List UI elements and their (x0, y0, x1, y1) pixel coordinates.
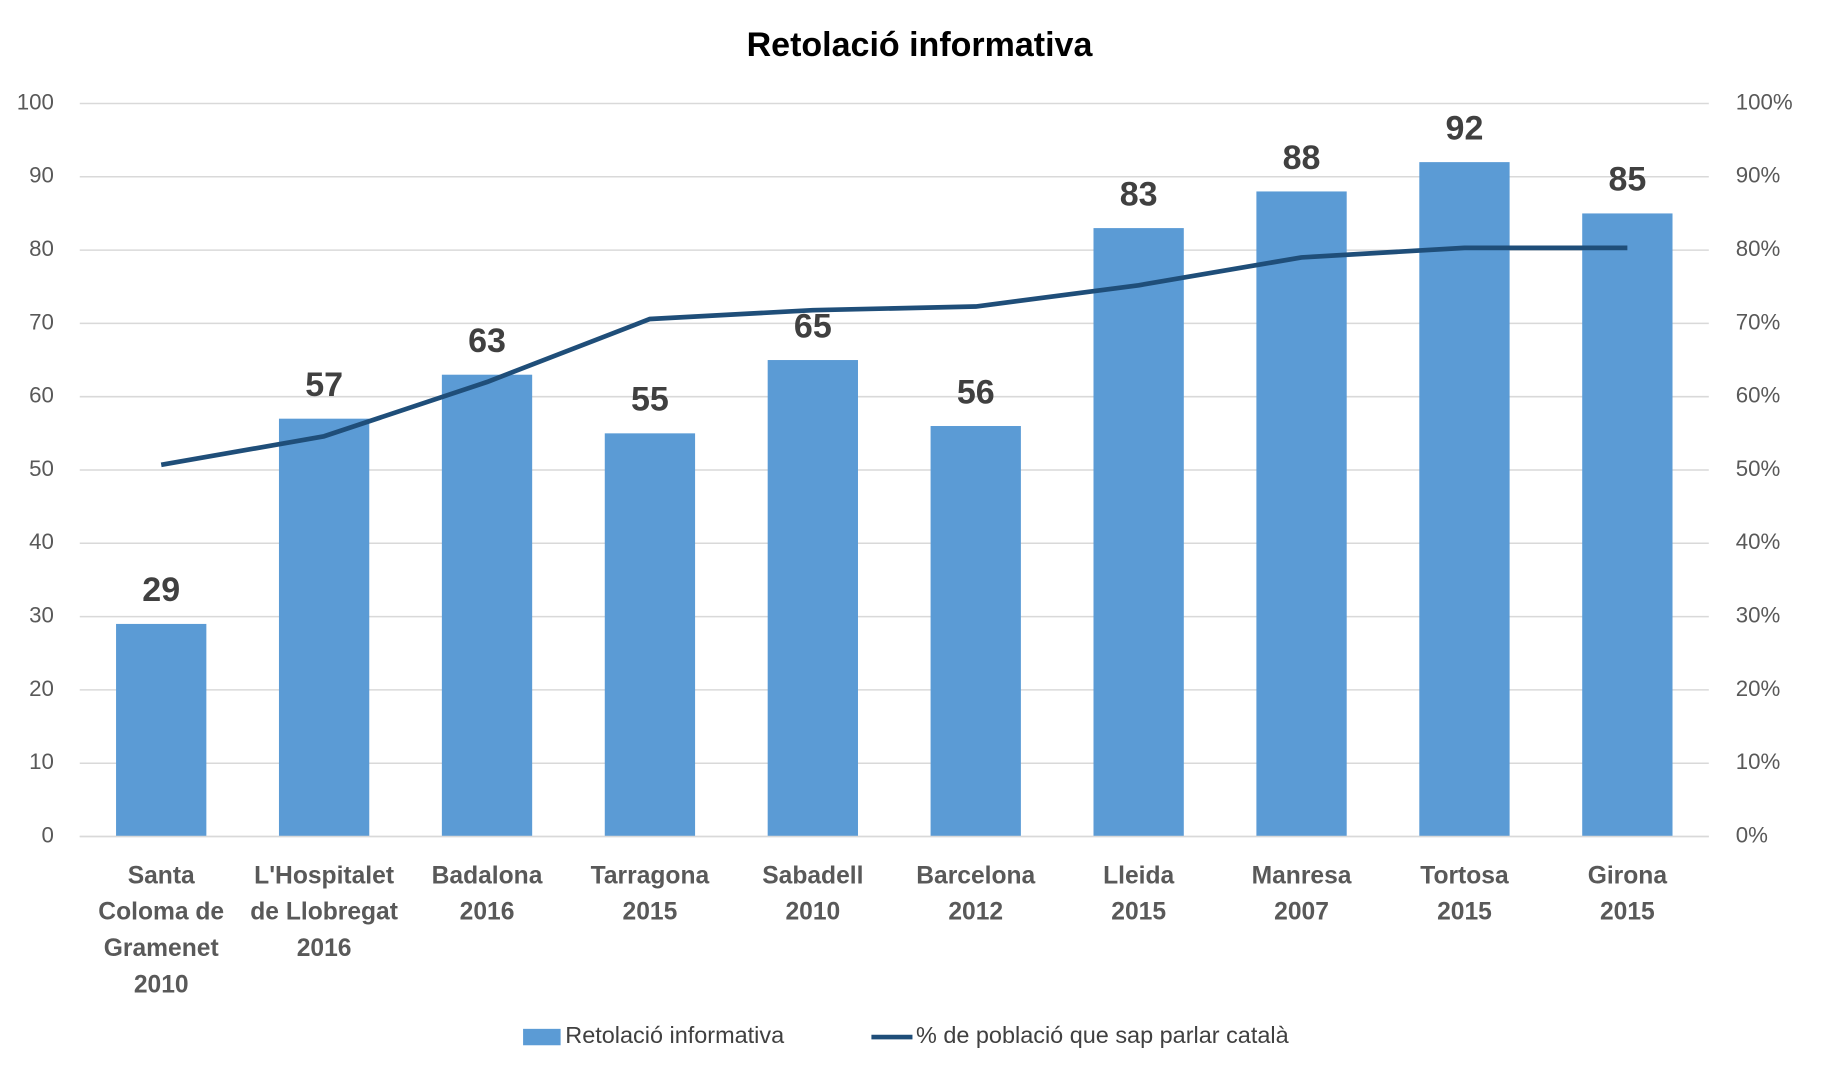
value-label: 56 (957, 373, 995, 411)
x-tick-label-line: 2010 (134, 971, 189, 998)
bar (767, 360, 858, 837)
x-tick-label-line: 2016 (297, 935, 352, 962)
y-tick-label: 70 (29, 309, 54, 334)
y2-tick-label: 70% (1736, 309, 1781, 334)
x-tick-label-line: 2015 (623, 898, 678, 925)
x-tick-label-line: 2010 (785, 898, 840, 925)
x-tick-label: Badalona 2016 (432, 862, 543, 925)
x-tick-label-line: 2007 (1274, 898, 1329, 925)
x-tick-label: Manresa 2007 (1252, 862, 1352, 925)
y2-tick-label: 100% (1736, 89, 1793, 114)
x-tick-label-line: 2012 (948, 898, 1003, 925)
y2-tick-label: 50% (1736, 456, 1781, 481)
x-tick-label-line: Badalona (432, 862, 543, 889)
y2-tick-label: 20% (1736, 676, 1781, 701)
value-label: 83 (1120, 175, 1158, 213)
y2-tick-label: 0% (1736, 822, 1768, 847)
value-label: 29 (142, 571, 180, 609)
legend-label: Retolació informativa (565, 1022, 785, 1048)
value-label: 92 (1446, 109, 1484, 147)
bar (278, 418, 370, 837)
y2-tick-label: 80% (1736, 236, 1781, 261)
y-tick-label: 60 (29, 383, 54, 408)
y-tick-label: 10 (29, 749, 54, 774)
bar (1419, 162, 1510, 837)
y-tick-label: 0 (42, 822, 54, 847)
x-tick-label-line: 2015 (1600, 898, 1655, 925)
x-tick-label-line: de Llobregat (250, 898, 398, 925)
bar (604, 433, 696, 837)
x-tick-label: Girona 2015 (1588, 862, 1668, 925)
value-label: 65 (794, 307, 832, 345)
y-tick-label: 20 (29, 676, 54, 701)
x-tick-label-line: Gramenet (104, 935, 219, 962)
x-tick-label: Tarragona 2015 (591, 862, 710, 925)
x-tick-label-line: Sabadell (762, 862, 863, 889)
x-tick-label-line: Girona (1588, 862, 1668, 889)
value-label: 63 (468, 322, 506, 360)
x-tick-label-line: 2016 (460, 898, 515, 925)
x-tick-label-line: L'Hospitalet (254, 862, 394, 889)
y2-tick-label: 40% (1736, 529, 1781, 554)
y-tick-label: 100 (17, 89, 54, 114)
value-label: 88 (1283, 139, 1321, 177)
x-tick-label-line: Barcelona (916, 862, 1035, 889)
value-label: 55 (631, 381, 669, 419)
legend-swatch (523, 1028, 561, 1046)
x-tick-label-line: 2015 (1111, 898, 1166, 925)
bar (1582, 213, 1673, 837)
bar (116, 623, 207, 837)
x-tick-label-line: 2015 (1437, 898, 1492, 925)
y-tick-label: 30 (29, 602, 54, 627)
x-tick-label-line: Tortosa (1420, 862, 1509, 889)
y2-tick-label: 10% (1736, 749, 1781, 774)
y2-tick-label: 30% (1736, 602, 1781, 627)
x-tick-label-line: Manresa (1252, 862, 1352, 889)
x-tick-label-line: Lleida (1103, 862, 1174, 889)
line-series (160, 245, 1628, 468)
x-tick-label: Tortosa 2015 (1420, 862, 1509, 925)
x-tick-label-line: Tarragona (591, 862, 710, 889)
x-tick-label: Barcelona 2012 (916, 862, 1035, 925)
y-tick-label: 80 (29, 236, 54, 261)
y2-tick-label: 60% (1736, 383, 1781, 408)
x-tick-label: Lleida 2015 (1103, 862, 1174, 925)
y-tick-label: 40 (29, 529, 54, 554)
value-label: 57 (305, 366, 343, 404)
y-tick-label: 90 (29, 163, 54, 188)
x-tick-label: L'Hospitalet de Llobregat 2016 (250, 862, 398, 962)
bar (930, 426, 1021, 837)
bar (441, 374, 533, 837)
y-tick-label: 50 (29, 456, 54, 481)
y2-tick-label: 90% (1736, 163, 1781, 188)
bar (1093, 228, 1184, 837)
x-tick-label: Santa Coloma de Gramenet 2010 (98, 862, 224, 998)
x-tick-label-line: Santa (128, 862, 195, 889)
chart-title: Retolació informativa (747, 26, 1094, 64)
x-tick-label-line: Coloma de (98, 898, 224, 925)
bar (1256, 191, 1347, 837)
value-label: 85 (1608, 161, 1646, 199)
legend-label: % de població que sap parlar català (916, 1022, 1290, 1048)
x-tick-label: Sabadell 2010 (762, 862, 863, 925)
